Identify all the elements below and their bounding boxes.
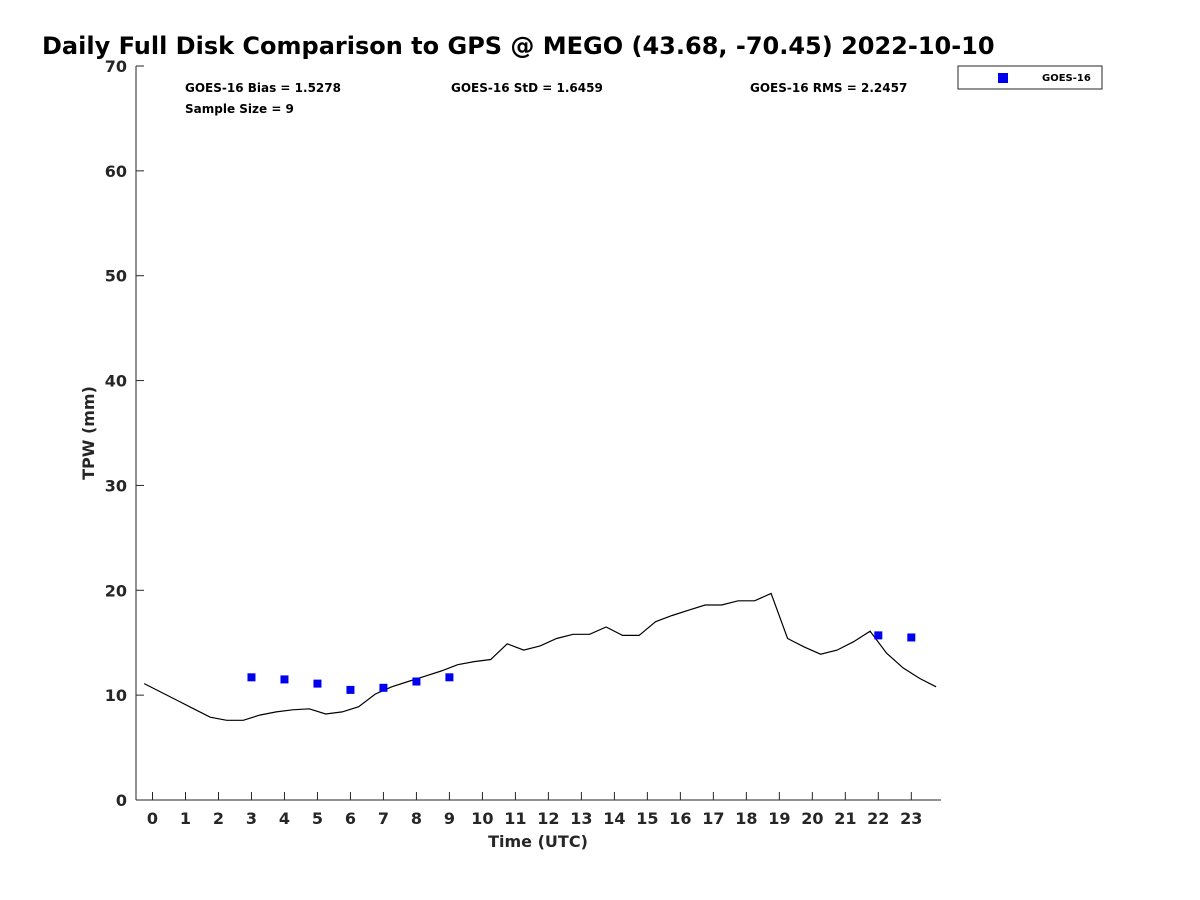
legend-box: [957, 65, 1103, 90]
x-tick-label: 10: [471, 809, 493, 828]
legend-label-goes16: GOES-16: [1042, 73, 1091, 84]
y-ticks: 0 10 20 30 40 50 60 70: [105, 57, 144, 810]
x-tick-label: 14: [603, 809, 625, 828]
x-ticks: 0 1 2 3 4 5 6 7 8 9 10 11 12 13 14 15 16 17 18 19 20 21 22 23: [147, 792, 922, 828]
goes16-point: [379, 683, 388, 692]
x-tick-label: 3: [246, 809, 257, 828]
goes16-point: [280, 675, 289, 684]
goes16-point: [313, 679, 322, 688]
goes16-point: [247, 673, 256, 682]
x-tick-label: 1: [180, 809, 191, 828]
y-tick-label: 0: [116, 791, 127, 810]
y-tick-label: 30: [105, 476, 127, 495]
stats-annotations: GOES-16 Bias = 1.5278 GOES-16 StD = 1.64…: [185, 81, 907, 116]
x-axis-label: Time (UTC): [488, 832, 588, 851]
rms-stat: GOES-16 RMS = 2.2457: [750, 81, 907, 95]
legend-marker-goes16: [998, 73, 1008, 83]
gps-tpw-line: [143, 592, 937, 721]
sample-size-stat: Sample Size = 9: [185, 102, 294, 116]
x-tick-label: 21: [834, 809, 856, 828]
x-tick-label: 19: [768, 809, 790, 828]
y-tick-label: 10: [105, 686, 127, 705]
x-tick-label: 5: [312, 809, 323, 828]
x-tick-label: 22: [867, 809, 889, 828]
x-tick-label: 12: [537, 809, 559, 828]
x-tick-label: 17: [702, 809, 724, 828]
y-tick-label: 60: [105, 162, 127, 181]
series-layer: [143, 592, 937, 721]
x-tick-label: 4: [279, 809, 290, 828]
x-tick-label: 9: [444, 809, 455, 828]
x-tick-label: 23: [900, 809, 922, 828]
x-tick-label: 8: [411, 809, 422, 828]
x-tick-label: 6: [345, 809, 356, 828]
x-tick-label: 7: [378, 809, 389, 828]
y-axis-label: TPW (mm): [79, 386, 98, 480]
x-tick-label: 2: [213, 809, 224, 828]
legend: GOES-16: [957, 65, 1103, 90]
x-tick-label: 0: [147, 809, 158, 828]
y-tick-label: 50: [105, 267, 127, 286]
goes16-point: [445, 673, 454, 682]
goes16-point: [907, 633, 916, 642]
x-tick-label: 16: [669, 809, 691, 828]
y-tick-label: 70: [105, 57, 127, 76]
std-stat: GOES-16 StD = 1.6459: [451, 81, 603, 95]
axes: [135, 66, 941, 801]
goes16-point: [874, 631, 883, 640]
chart-title: Daily Full Disk Comparison to GPS @ MEGO…: [42, 32, 995, 60]
bias-stat: GOES-16 Bias = 1.5278: [185, 81, 341, 95]
x-tick-label: 20: [801, 809, 823, 828]
x-tick-label: 15: [636, 809, 658, 828]
x-tick-label: 13: [570, 809, 592, 828]
x-tick-label: 18: [735, 809, 757, 828]
goes16-point: [412, 677, 421, 686]
y-tick-label: 40: [105, 372, 127, 391]
x-tick-label: 11: [504, 809, 526, 828]
goes16-point: [346, 685, 355, 694]
y-tick-label: 20: [105, 581, 127, 600]
